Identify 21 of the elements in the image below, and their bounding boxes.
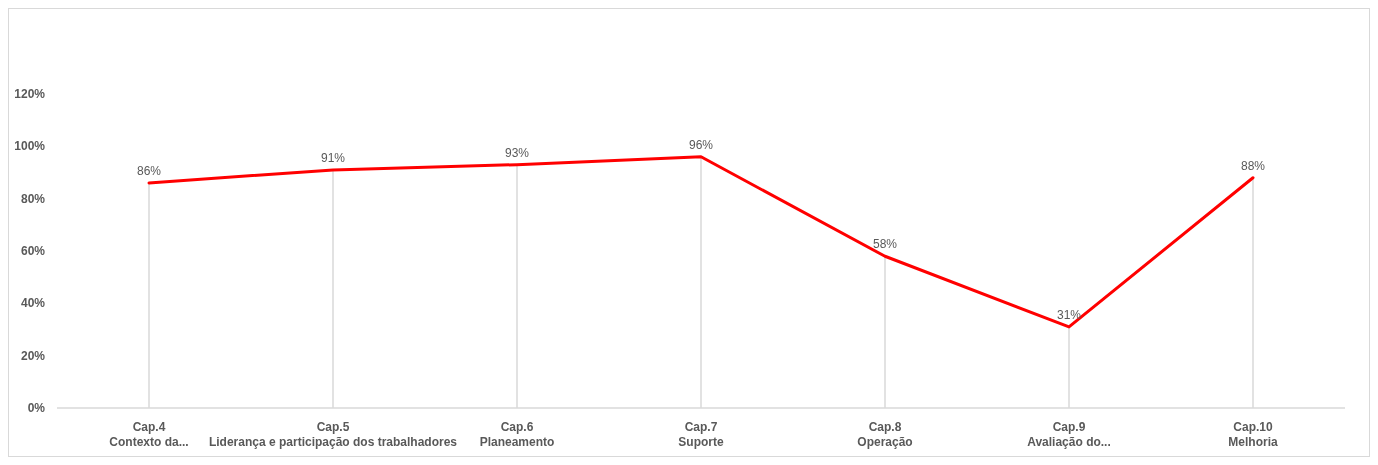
text: 31% — [1056, 307, 1082, 322]
y-tick-label: 80% — [20, 191, 46, 206]
x-tick-label: Cap.5 Liderança e participação dos trabalhadores — [208, 420, 458, 449]
y-tick-label: 40% — [20, 296, 46, 311]
text: 91% — [320, 150, 346, 165]
x-tick-label: Cap.4 Contexto da... — [109, 420, 189, 449]
text: 96% — [688, 137, 714, 152]
text: 58% — [872, 237, 898, 252]
x-tick-label: Cap.7 Suporte — [678, 420, 724, 449]
y-tick-label: 0% — [27, 401, 46, 415]
text: 86% — [136, 163, 162, 178]
x-tick-label: Cap.10 Melhoria — [1228, 420, 1278, 449]
text: 88% — [1240, 158, 1266, 173]
y-tick-label: 20% — [20, 348, 46, 363]
y-tick-label: 60% — [20, 244, 46, 258]
y-tick-label: 100% — [14, 139, 46, 154]
text: 93% — [504, 145, 530, 160]
x-tick-label: Cap.8 Operação — [857, 420, 913, 449]
y-tick-label: 120% — [14, 87, 46, 101]
x-tick-label: Cap.9 Avaliação do... — [1027, 420, 1111, 449]
x-tick-label: Cap.6 Planeamento — [479, 420, 555, 449]
